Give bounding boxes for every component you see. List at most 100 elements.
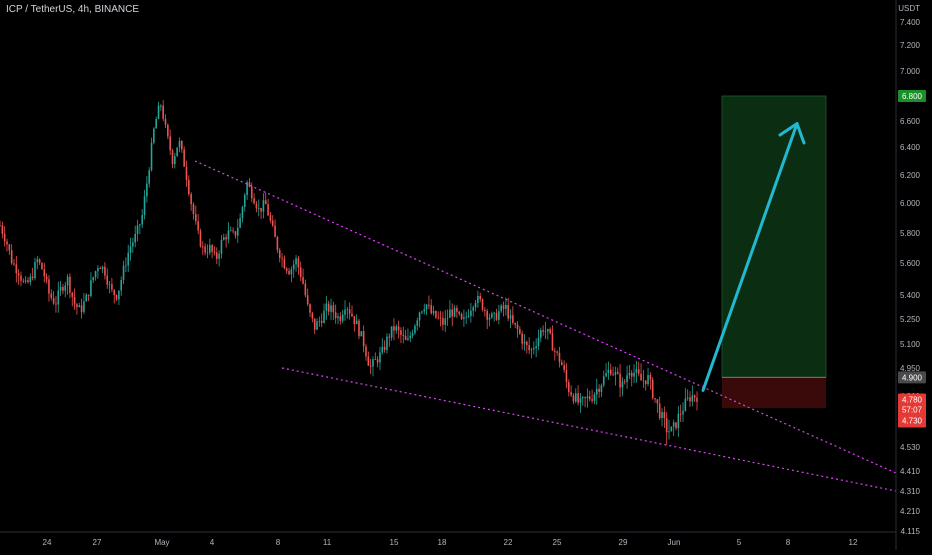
target-arrow-shaft[interactable] [701,122,799,392]
candle-body [547,329,549,332]
candle-body [215,252,218,259]
candle-body [395,326,398,331]
position-zones[interactable] [721,95,827,409]
candle-body [222,237,225,240]
candle-body [309,304,311,313]
candle-body [24,280,27,282]
candle-body [316,321,318,330]
candle-body [365,346,367,357]
candle-body [206,252,209,254]
candle-body [530,349,533,351]
y-tick-label: 6.200 [900,171,921,180]
candle-body [113,289,116,296]
candle-body [442,317,444,325]
candle-body [665,418,668,433]
candle-body [269,215,272,221]
candle-body [388,336,391,338]
candle-body [533,348,535,350]
y-tick-label: 4.115 [901,527,921,536]
candle-body [549,329,551,334]
candle-body [351,313,353,317]
candle-body [38,259,41,263]
candle-body [658,403,661,419]
candle-body [313,318,316,330]
loss-zone[interactable] [722,377,826,409]
candle-body [458,311,461,314]
candle-body [204,246,206,253]
x-tick-label: 25 [553,538,562,547]
candle-body [43,269,46,277]
candle-body [125,265,127,267]
candle-body [227,230,230,240]
y-tick-label: 5.400 [900,291,921,300]
x-tick-label: 18 [438,538,447,547]
profit-zone[interactable] [721,95,827,378]
candle-body [593,394,596,401]
candle-body [1,225,4,234]
candle-body [34,261,36,279]
candle-body [8,244,11,251]
time-axis[interactable]: 24 27 May 4 8 11 15 18 22 25 29 Jun 5 8 12 [43,538,858,547]
x-tick-label: 11 [323,538,332,547]
candle-body [367,356,370,366]
candle-body [190,194,192,205]
y-tick-label: 7.200 [900,41,921,50]
candle-body [465,316,468,318]
arrow-annotation[interactable] [701,122,806,392]
candle-body [78,305,81,308]
candle-body [101,266,104,270]
candle-body [208,245,211,253]
last-price-bg [898,393,926,428]
trendlines[interactable] [194,160,897,492]
candle-body [491,313,493,318]
candle-body [554,350,556,352]
candle-body [197,221,199,231]
candle-body [0,225,1,227]
candle-body [519,329,521,334]
candle-body [567,382,570,393]
target-arrow-head[interactable] [778,122,806,145]
candle-body [456,307,458,312]
candle-body [362,331,365,347]
candle-body [108,284,111,285]
x-tick-label: 15 [390,538,399,547]
candle-body [169,136,171,151]
candle-body [202,246,204,248]
candle-body [176,147,178,157]
y-tick-label: 5.800 [900,229,921,238]
candle-body [80,305,83,312]
candle-body [379,352,381,363]
candle-body [255,203,258,209]
candle-body [407,338,409,340]
x-tick-label: 24 [43,538,52,547]
candle-body [181,140,183,150]
x-tick-label: 5 [737,538,742,547]
candle-body [136,225,139,234]
y-tick-label: 4.410 [900,467,921,476]
candle-body [435,311,437,318]
candle-body [411,333,414,336]
candle-body [69,276,71,293]
candle-body [195,214,197,222]
candle-body [500,305,502,312]
candle-body [211,245,213,252]
candle-body [588,396,591,400]
candle-body [633,372,635,377]
candle-body [607,369,610,374]
candle-body [374,359,377,361]
candle-body [143,196,146,216]
candle-body [192,204,195,215]
candle-body [360,331,363,337]
candle-body [512,315,514,323]
candle-body [598,388,600,392]
candle-body [15,264,18,274]
y-tick-label: 7.400 [900,18,921,27]
candle-body [498,311,500,320]
support-trendline[interactable] [281,367,897,492]
candle-body [628,372,631,376]
candle-body [563,365,565,371]
candle-body [57,290,60,305]
candles [0,100,698,445]
